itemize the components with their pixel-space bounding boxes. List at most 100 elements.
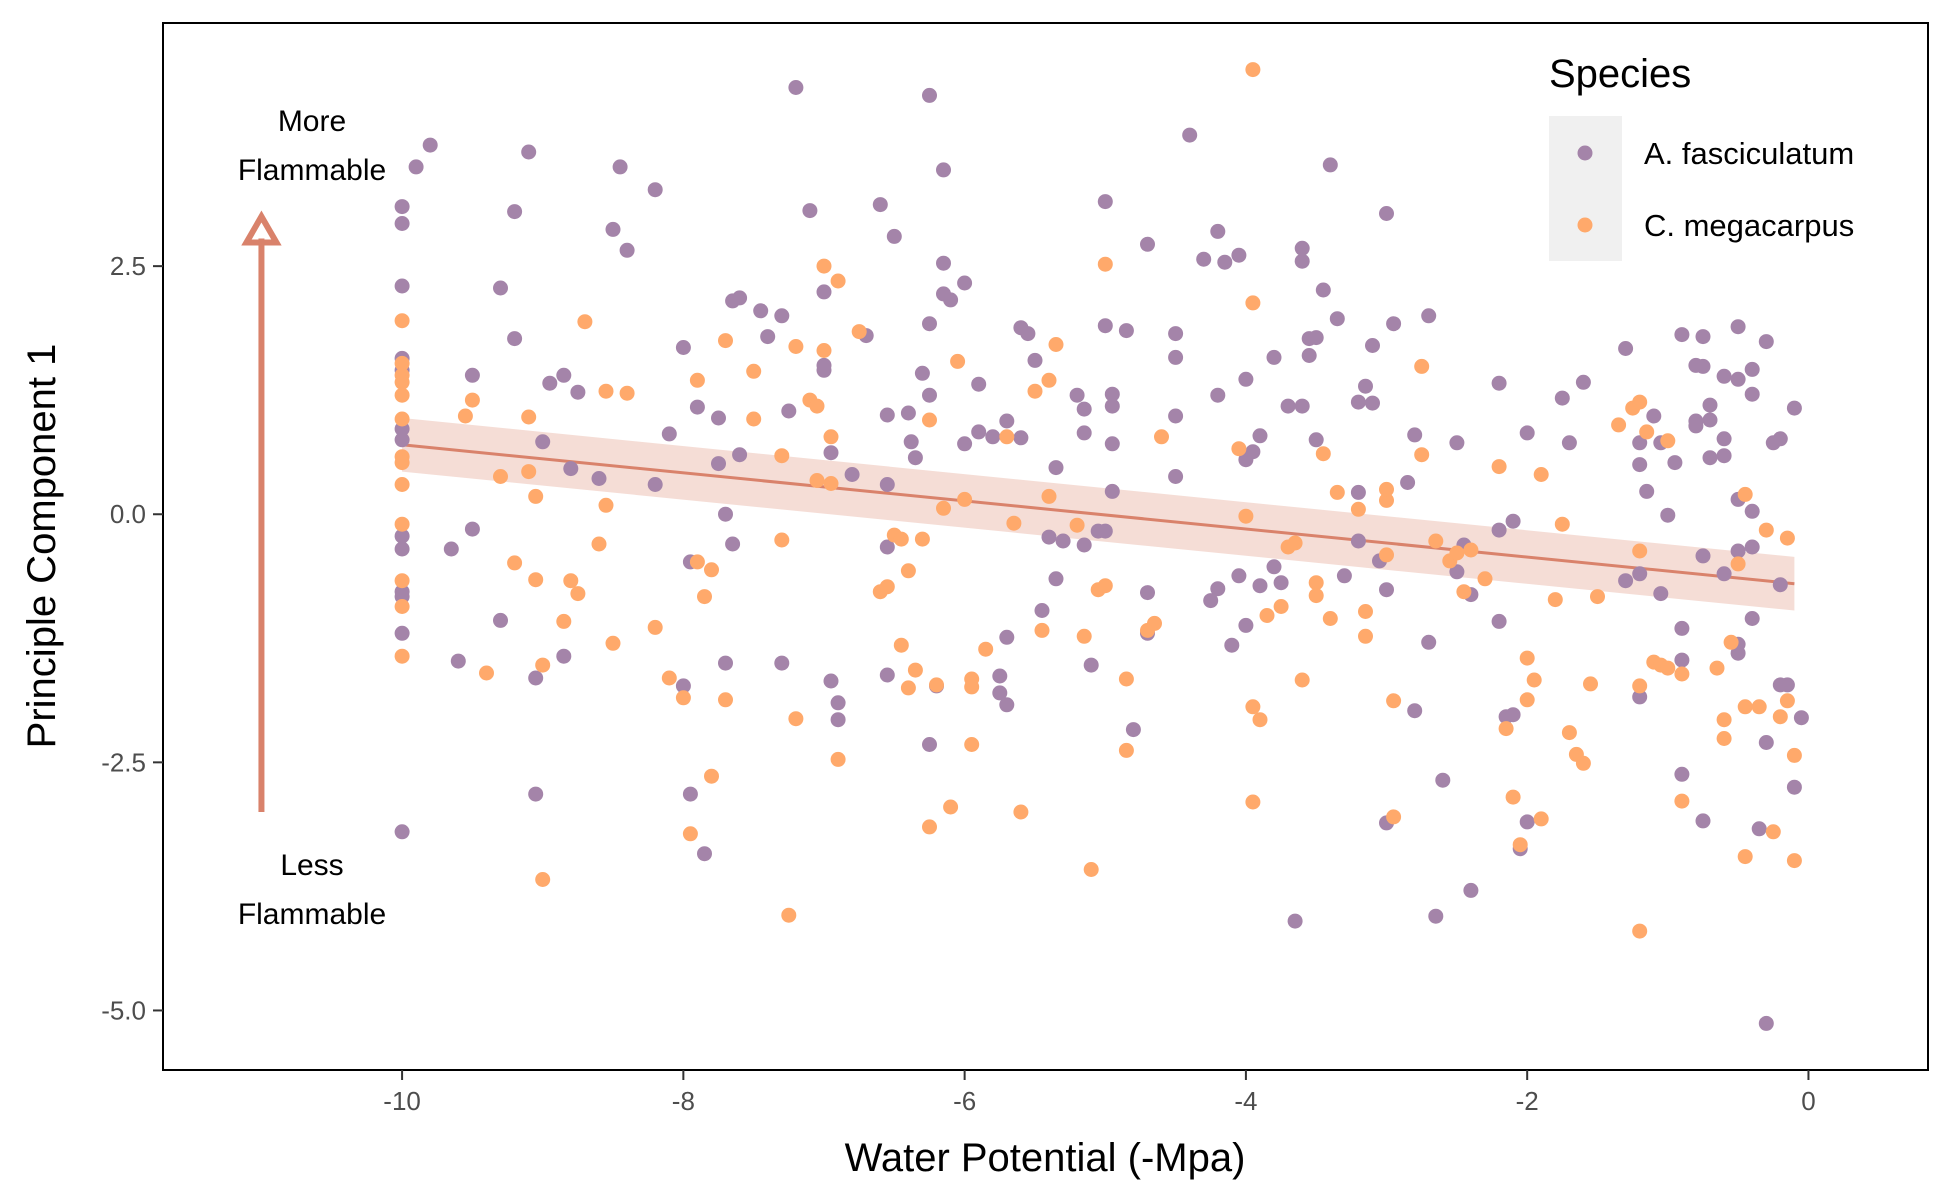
- point-a-fasciculatum: [443, 541, 459, 557]
- point-c-megacarpus: [1154, 429, 1169, 445]
- point-a-fasciculatum: [985, 429, 1001, 445]
- point-a-fasciculatum: [1660, 507, 1676, 523]
- flammability-arrow-head-icon: [241, 210, 282, 246]
- legend-key-a-fasciculatum: [1577, 145, 1593, 161]
- point-a-fasciculatum: [1210, 581, 1226, 597]
- point-c-megacarpus: [528, 572, 544, 588]
- annotation-less-flammable: Flammable: [238, 898, 386, 931]
- point-c-megacarpus: [1554, 516, 1570, 532]
- point-a-fasciculatum: [1730, 371, 1746, 387]
- point-a-fasciculatum: [1400, 475, 1416, 490]
- point-a-fasciculatum: [1779, 677, 1795, 693]
- point-c-megacarpus: [704, 562, 719, 578]
- point-a-fasciculatum: [1027, 352, 1043, 368]
- point-a-fasciculatum: [619, 242, 635, 258]
- point-a-fasciculatum: [1632, 689, 1648, 705]
- point-c-megacarpus: [788, 339, 804, 354]
- point-c-megacarpus: [598, 383, 614, 399]
- point-a-fasciculatum: [1674, 766, 1690, 782]
- point-a-fasciculatum: [1744, 386, 1760, 402]
- point-a-fasciculatum: [1491, 375, 1507, 391]
- point-a-fasciculatum: [1097, 194, 1113, 210]
- point-a-fasciculatum: [647, 182, 663, 198]
- point-a-fasciculatum: [1350, 484, 1366, 500]
- point-c-megacarpus: [394, 411, 410, 427]
- point-c-megacarpus: [464, 392, 480, 408]
- point-a-fasciculatum: [1674, 327, 1690, 343]
- point-a-fasciculatum: [1695, 358, 1711, 374]
- point-a-fasciculatum: [957, 436, 973, 452]
- point-a-fasciculatum: [711, 410, 726, 426]
- point-a-fasciculatum: [1688, 418, 1704, 434]
- point-c-megacarpus: [1456, 584, 1472, 600]
- legend-title: Species: [1549, 52, 1691, 96]
- point-c-megacarpus: [851, 324, 867, 340]
- point-a-fasciculatum: [1379, 582, 1394, 598]
- point-a-fasciculatum: [1758, 735, 1774, 750]
- point-a-fasciculatum: [1667, 455, 1683, 471]
- point-a-fasciculatum: [1365, 395, 1380, 411]
- point-c-megacarpus: [1041, 372, 1057, 388]
- point-a-fasciculatum: [1505, 707, 1521, 723]
- point-c-megacarpus: [1632, 923, 1648, 939]
- point-a-fasciculatum: [661, 426, 677, 442]
- point-a-fasciculatum: [1744, 361, 1760, 377]
- point-c-megacarpus: [507, 555, 523, 571]
- point-a-fasciculatum: [1695, 548, 1711, 564]
- point-c-megacarpus: [774, 448, 790, 464]
- point-a-fasciculatum: [1491, 522, 1507, 538]
- point-a-fasciculatum: [1048, 460, 1064, 476]
- point-a-fasciculatum: [879, 667, 895, 683]
- point-c-megacarpus: [675, 690, 691, 706]
- point-a-fasciculatum: [1435, 772, 1451, 788]
- point-c-megacarpus: [1779, 530, 1795, 546]
- point-a-fasciculatum: [1407, 427, 1423, 443]
- point-a-fasciculatum: [1252, 428, 1268, 444]
- point-c-megacarpus: [957, 491, 973, 507]
- point-c-megacarpus: [1547, 592, 1563, 608]
- point-c-megacarpus: [1069, 517, 1085, 533]
- point-c-megacarpus: [697, 589, 712, 605]
- point-a-fasciculatum: [936, 255, 951, 271]
- point-a-fasciculatum: [879, 539, 895, 555]
- panel-border: [162, 22, 1929, 1071]
- point-a-fasciculatum: [1421, 634, 1437, 650]
- point-a-fasciculatum: [697, 846, 712, 862]
- point-c-megacarpus: [1386, 809, 1402, 825]
- point-c-megacarpus: [922, 412, 937, 428]
- point-c-megacarpus: [1414, 447, 1430, 463]
- point-a-fasciculatum: [1702, 397, 1718, 413]
- point-c-megacarpus: [830, 751, 846, 767]
- point-c-megacarpus: [577, 314, 593, 330]
- point-c-megacarpus: [1786, 747, 1802, 763]
- point-a-fasciculatum: [464, 367, 480, 383]
- point-a-fasciculatum: [816, 362, 832, 378]
- point-a-fasciculatum: [1491, 613, 1507, 629]
- point-c-megacarpus: [907, 662, 923, 678]
- point-c-megacarpus: [1477, 571, 1493, 587]
- point-c-megacarpus: [1575, 755, 1591, 771]
- point-a-fasciculatum: [922, 387, 937, 403]
- point-a-fasciculatum: [1238, 617, 1254, 633]
- point-c-megacarpus: [1533, 467, 1549, 482]
- point-a-fasciculatum: [830, 712, 846, 728]
- point-a-fasciculatum: [823, 673, 839, 689]
- annotation-more: More: [278, 105, 346, 138]
- point-c-megacarpus: [1463, 542, 1479, 558]
- point-c-megacarpus: [1491, 459, 1507, 475]
- point-c-megacarpus: [816, 258, 832, 274]
- point-a-fasciculatum: [1772, 577, 1788, 593]
- point-a-fasciculatum: [1196, 251, 1212, 267]
- point-a-fasciculatum: [1730, 319, 1746, 335]
- point-a-fasciculatum: [1301, 348, 1317, 363]
- point-c-megacarpus: [1519, 650, 1535, 666]
- legend-label-c-megacarpus: C. megacarpus: [1644, 208, 1854, 243]
- point-a-fasciculatum: [1695, 813, 1711, 829]
- point-c-megacarpus: [1308, 575, 1324, 591]
- point-a-fasciculatum: [999, 697, 1015, 713]
- point-c-megacarpus: [1231, 441, 1247, 457]
- point-a-fasciculatum: [1758, 334, 1774, 350]
- point-a-fasciculatum: [528, 786, 544, 802]
- point-a-fasciculatum: [1322, 157, 1338, 173]
- point-c-megacarpus: [1498, 721, 1514, 737]
